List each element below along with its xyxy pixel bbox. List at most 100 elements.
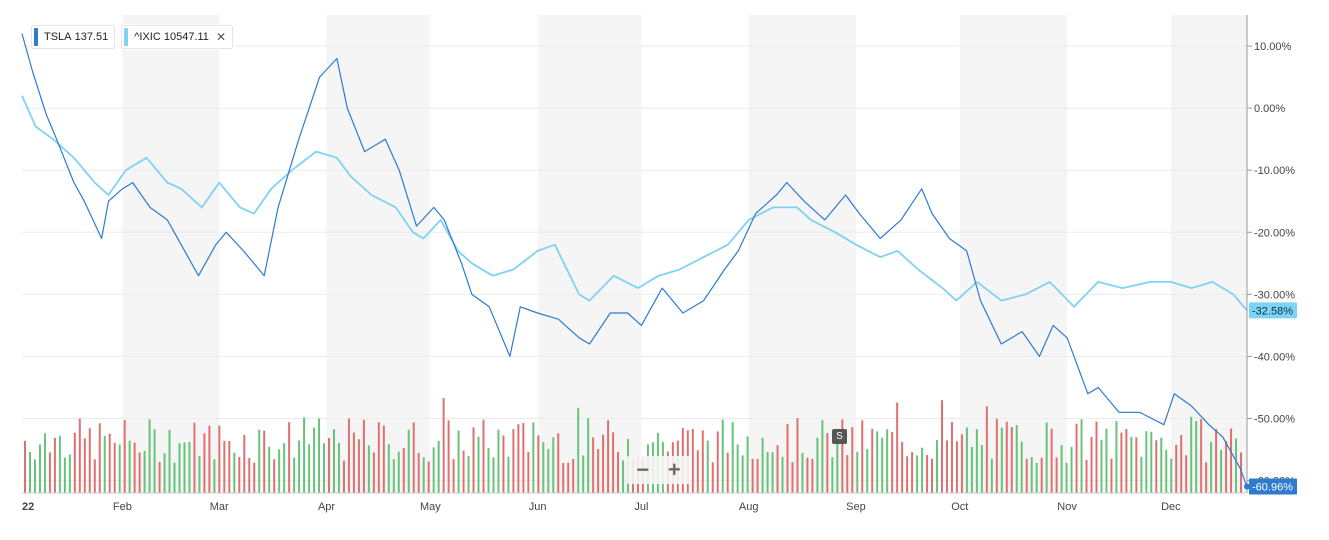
volume-bar [323,443,326,493]
volume-bar [866,448,869,493]
x-tick-label: May [420,501,441,513]
month-band [748,15,856,493]
legend-chip-ixic[interactable]: ^IXIC 10547.11 ✕ [121,25,233,49]
volume-bar [1150,431,1153,493]
volume-bar [213,459,216,493]
volume-bar [188,441,191,493]
month-band [326,15,431,493]
volume-bar [975,429,978,493]
y-tick-label: -50.00% [1254,414,1295,426]
legend: TSLA 137.51 ^IXIC 10547.11 ✕ [31,25,233,49]
current-value-box [1249,478,1297,495]
legend-chip-tsla[interactable]: TSLA 137.51 [31,25,116,49]
volume-bar [228,441,231,493]
volume-bar [427,461,430,493]
volume-bar [871,428,874,493]
volume-bar [1205,462,1208,493]
volume-bar [113,442,116,493]
volume-bar [278,449,281,493]
y-tick-label: 10.00% [1254,41,1292,53]
volume-bar [940,400,943,493]
volume-bar [1215,428,1218,493]
x-tick-label: Apr [318,501,335,513]
volume-bar [995,418,998,493]
volume-bar [841,419,844,493]
volume-bar [990,458,993,493]
volume-bar [691,428,694,493]
volume-bar [298,440,301,493]
volume-bar [1225,441,1228,493]
volume-bar [68,454,71,493]
volume-bar [1165,449,1168,493]
volume-bar [337,443,340,493]
volume-bar [457,430,460,493]
volume-bar [542,442,545,493]
volume-bar [497,429,500,493]
volume-bar [731,422,734,493]
volume-bar [936,440,939,493]
volume-bar [377,422,380,493]
volume-bar [313,427,316,493]
volume-bar [58,435,61,493]
tsla-symbol: TSLA [44,31,72,43]
x-axis: 22 Feb Mar Apr May Jun Jul Aug Sep Oct Nov Dec [22,492,1247,513]
volume-bar [726,452,729,493]
volume-bar [1065,462,1068,493]
volume-bar [482,419,485,493]
volume-bar [507,456,510,493]
volume-bar [193,422,196,493]
volume-bar [552,437,555,493]
zoom-in-button[interactable]: + [667,457,681,482]
volume-bar [342,460,345,493]
volume-bar [1145,431,1148,493]
volume-bar [1075,423,1078,493]
y-tick-label: -40.00% [1254,351,1295,363]
volume-bar [771,452,774,493]
volume-bar [33,459,36,493]
volume-bar [1100,440,1103,493]
volume-bar [592,437,595,493]
volume-bar [1080,419,1083,493]
volume-bar [93,459,96,493]
volume-bar [203,433,206,493]
current-value-labels: -32.58% -60.96% [1244,302,1297,495]
volume-bar [811,458,814,493]
ixic-color-swatch [124,28,129,46]
x-tick-label: Jun [529,501,547,513]
volume-bar [826,433,829,493]
volume-bar [407,429,410,493]
volume-bar [751,458,754,493]
month-band [1170,15,1247,493]
current-value-dot [1244,483,1250,490]
y-tick-label: -30.00% [1254,289,1295,301]
volume-bar [806,457,809,493]
close-icon[interactable]: ✕ [215,30,226,44]
volume-bar [851,427,854,493]
volume-bars [24,398,1243,493]
y-tick-label: -20.00% [1254,227,1295,239]
volume-bar [836,428,839,493]
volume-bar [402,448,405,493]
volume-bar [721,419,724,493]
volume-bar [1070,446,1073,493]
volume-bar [1055,457,1058,493]
volume-bar [103,435,106,493]
volume-bar [452,459,455,493]
y-axis: 10.00%0.00%-10.00%-20.00%-30.00%-40.00%-… [1246,15,1295,493]
volume-bar [367,445,370,493]
volume-bar [945,440,948,493]
volume-bar [1040,457,1043,493]
volume-bar [1170,458,1173,493]
volume-bar [487,447,490,493]
volume-bar [293,457,296,493]
split-event-marker[interactable]: S [832,429,847,444]
zoom-out-button[interactable]: − [636,457,650,482]
volume-bar [372,452,375,493]
volume-bar [1060,445,1063,493]
volume-bar [921,447,924,493]
volume-bar [268,446,271,493]
volume-bar [318,418,321,493]
volume-bar [746,436,749,493]
